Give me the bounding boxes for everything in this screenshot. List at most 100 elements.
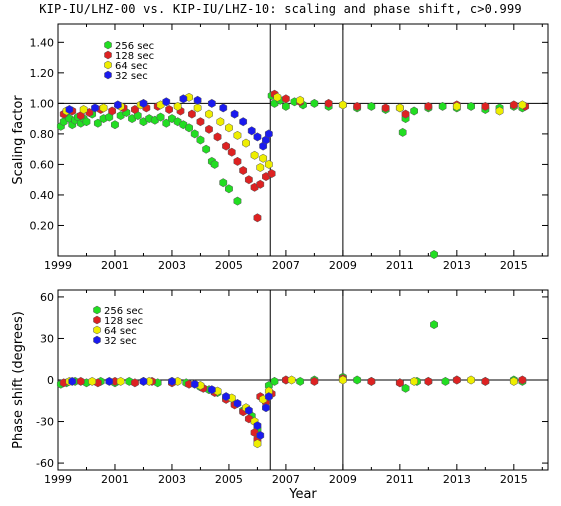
data-point [227,147,236,157]
data-point [259,153,268,163]
data-point [262,403,270,413]
x-tick-label: 2001 [101,473,129,486]
data-point [395,378,404,388]
data-point [196,135,205,145]
data-point [410,106,418,116]
data-point [139,98,148,108]
x-tick-label: 2003 [158,473,186,486]
legend-label: 64 sec [104,326,137,337]
data-point [353,375,362,385]
y-tick-label: -30 [36,416,54,429]
data-point [264,159,273,169]
x-tick-label: 1999 [44,473,72,486]
data-point [430,320,438,330]
data-point [156,112,165,122]
legend-label: 64 sec [115,61,148,72]
legend-marker [93,315,101,325]
legend-label: 32 sec [115,71,148,82]
y-tick-label: 0.20 [30,219,55,232]
data-point [233,196,242,206]
y-axis-label: Phase shift (degrees) [11,311,26,449]
data-point [256,179,265,189]
data-point [108,106,117,116]
x-tick-label: 2009 [329,473,357,486]
data-point [190,379,199,389]
data-point [222,141,230,151]
bottom-panel-phase-shift: 1999 2001 2003 2005 2007 2009 2011 2013 2015 -60 -… [11,289,549,502]
x-tick-label: 2003 [158,259,186,272]
data-point [162,97,171,107]
data-point [233,130,242,140]
data-point [367,101,376,111]
data-point [216,117,225,127]
x-tick-label: 2015 [500,473,528,486]
data-point [79,105,88,114]
chart-title: KIP-IU/LHZ-00 vs. KIP-IU/LHZ-10: scaling… [39,2,522,16]
data-point [82,117,91,127]
x-tick-label: 2013 [443,259,471,272]
data-point [430,250,438,259]
data-point [424,101,433,111]
data-point [213,132,222,142]
data-point [250,150,259,160]
data-point [481,101,490,111]
data-point [239,117,248,127]
data-point [381,103,390,113]
legend-label: 128 sec [115,51,154,62]
legend-marker [93,335,101,345]
data-point [173,101,182,111]
x-tick-label: 2005 [215,259,243,272]
data-point [111,120,119,130]
legend-marker [104,60,112,70]
data-point [481,376,490,386]
data-point [264,392,273,402]
legend-label: 128 sec [104,316,143,327]
data-point [193,95,202,105]
x-tick-label: 2011 [386,473,414,486]
data-point [509,100,518,110]
data-point [353,101,362,111]
x-axis-label: Year [288,487,317,502]
data-point [230,109,239,119]
y-tick-label: 0.40 [30,189,55,202]
y-tick-label: 1.20 [30,67,55,80]
data-point [296,376,305,386]
data-point [99,103,108,113]
data-point [242,138,250,148]
data-point [518,100,527,110]
legend-marker [93,325,101,335]
data-point [267,169,276,179]
data-point [401,109,410,119]
data-point [239,166,248,175]
legend-label: 256 sec [104,306,143,317]
data-point [256,430,265,440]
data-point [219,178,228,188]
data-point [225,123,233,133]
data-point [253,421,262,431]
data-point [282,94,290,104]
data-point [438,101,447,111]
data-point [467,101,475,111]
y-axis-label: Scaling factor [11,95,26,185]
legend-label: 32 sec [104,336,137,347]
data-point [205,109,213,119]
data-point [452,375,461,385]
y-tick-label: -60 [36,457,54,470]
data-point [264,129,273,139]
data-point [338,100,347,110]
data-point [395,103,404,113]
data-point [207,98,216,108]
y-tick-label: 1.00 [30,97,55,110]
y-tick-label: 60 [40,291,54,304]
data-point [210,159,219,169]
data-point [518,375,527,385]
data-point [244,175,253,185]
data-point [116,376,125,386]
y-tick-label: 0.60 [30,158,55,171]
data-point [424,376,433,386]
legend-marker [104,50,112,60]
data-point [233,156,242,166]
data-point [185,123,193,133]
data-point [179,94,188,104]
data-point [296,95,305,105]
